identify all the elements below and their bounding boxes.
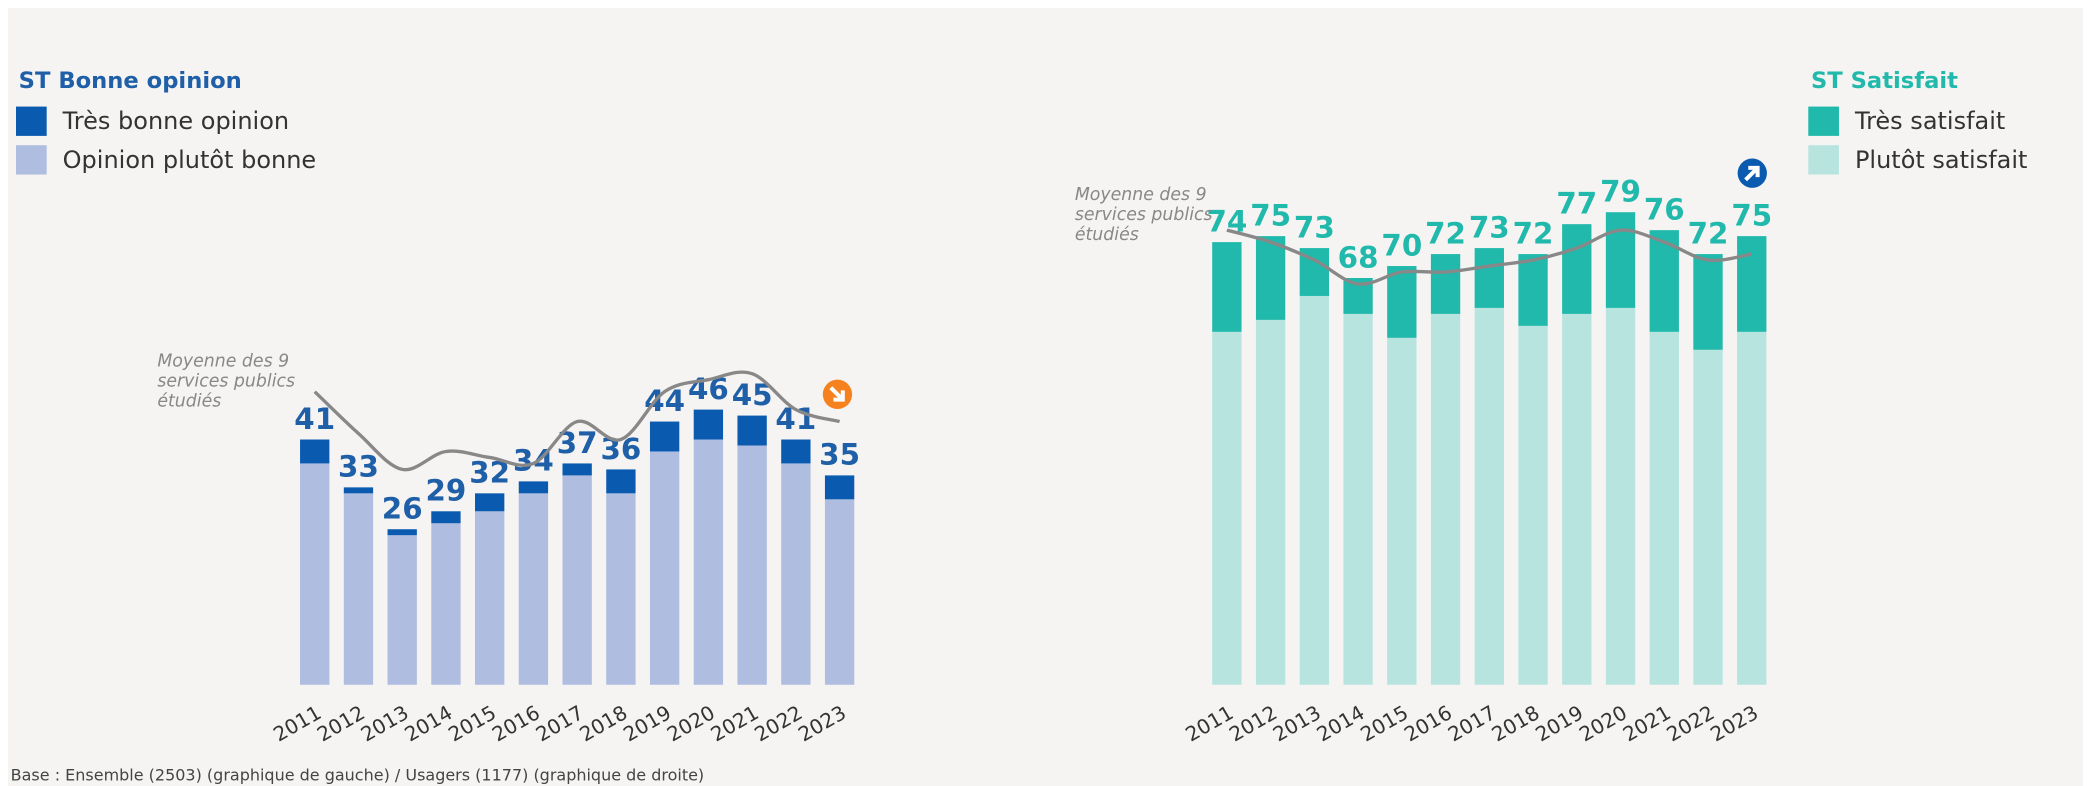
bar-segment (1387, 266, 1417, 338)
average-label: Moyenne des 9 (1075, 185, 1207, 205)
total-label: 73 (1469, 210, 1510, 244)
total-label: 72 (1688, 216, 1729, 250)
trend-icon (1737, 158, 1767, 188)
bar-segment (431, 523, 461, 685)
bar-segment (1605, 307, 1636, 685)
bar-segment (518, 481, 549, 494)
bar-segment (693, 409, 724, 440)
total-label: 79 (1600, 175, 1641, 209)
bar-segment (475, 511, 505, 685)
total-label: 35 (819, 438, 860, 472)
average-line (1226, 228, 1753, 286)
legend-title: ST Satisfait (1811, 68, 1958, 94)
trend-icon (822, 379, 853, 409)
bar-segment (1299, 295, 1330, 685)
trend-arrow (1744, 165, 1760, 182)
bar-segment (300, 439, 330, 464)
total-label: 73 (1294, 210, 1335, 244)
bar-segment (649, 451, 680, 685)
bar-segment (343, 493, 374, 685)
bar-segment (1693, 349, 1723, 685)
average-line (313, 370, 841, 472)
total-label: 68 (1338, 240, 1379, 274)
legend-label: Très satisfait (1854, 107, 2005, 135)
legend-label: Très bonne opinion (62, 107, 289, 135)
legend-title: ST Bonne opinion (19, 68, 242, 94)
bar-segment (781, 439, 811, 464)
average-label: services publics (1075, 205, 1213, 225)
average-label: étudiés (1075, 225, 1139, 245)
total-label: 75 (1250, 198, 1291, 232)
bar-segment (1343, 313, 1373, 685)
bar-segment (1737, 236, 1767, 332)
bar-segment (387, 529, 417, 536)
total-label: 76 (1644, 193, 1685, 227)
bar-segment (1430, 313, 1461, 685)
bar-segment (1430, 254, 1461, 314)
bar-segment (693, 439, 724, 685)
trend-arrow (829, 386, 845, 402)
total-label: 29 (426, 474, 467, 508)
bar-segment (343, 487, 374, 494)
legend-swatch (1808, 106, 1839, 136)
bar-segment (1255, 236, 1286, 320)
bar-segment (518, 493, 549, 685)
legend-swatch (16, 145, 47, 175)
bar-segment (1562, 224, 1592, 314)
total-label: 41 (775, 402, 816, 436)
average-label: Moyenne des 9 (157, 351, 289, 371)
bar-segment (824, 475, 855, 500)
bar-segment (1649, 331, 1679, 685)
bar-segment (649, 421, 680, 452)
legend-swatch (1808, 145, 1839, 175)
bar-segment (1562, 313, 1592, 685)
bar-segment (431, 511, 461, 524)
total-label: 72 (1513, 216, 1554, 250)
bar-segment (1518, 325, 1548, 685)
bar-segment (387, 535, 417, 685)
bar-segment (1255, 319, 1286, 685)
total-label: 77 (1556, 187, 1597, 221)
total-label: 26 (382, 492, 423, 526)
bar-segment (1474, 248, 1504, 308)
bar-segment (562, 463, 592, 476)
total-label: 75 (1731, 198, 1772, 232)
average-label: étudiés (157, 391, 221, 411)
bar-segment (475, 493, 505, 512)
total-label: 33 (338, 450, 379, 484)
bar-segment (737, 415, 767, 446)
bar-segment (1605, 212, 1636, 308)
bar-segment (737, 445, 767, 685)
bar-segment (824, 499, 855, 685)
total-label: 70 (1381, 228, 1422, 262)
bar-segment (1387, 337, 1417, 685)
bar-segment (606, 469, 636, 494)
bar-segment (1518, 254, 1548, 326)
legend-label: Opinion plutôt bonne (63, 146, 317, 174)
total-label: 44 (644, 384, 685, 418)
bar-segment (1474, 307, 1504, 685)
bar-segment (1737, 331, 1767, 685)
legend-label: Plutôt satisfait (1855, 146, 2027, 174)
bar-segment (300, 463, 330, 685)
bar-segment (781, 463, 811, 685)
average-label: services publics (157, 371, 295, 391)
bar-segment (1693, 254, 1723, 350)
total-label: 41 (294, 402, 335, 436)
total-label: 72 (1425, 216, 1466, 250)
footer: Base : Ensemble (2503) (graphique de gau… (11, 766, 705, 785)
bar-segment (1212, 331, 1242, 685)
bar-segment (606, 493, 636, 685)
legend-swatch (16, 106, 47, 136)
bar-segment (1212, 242, 1242, 332)
bar-segment (562, 475, 592, 685)
